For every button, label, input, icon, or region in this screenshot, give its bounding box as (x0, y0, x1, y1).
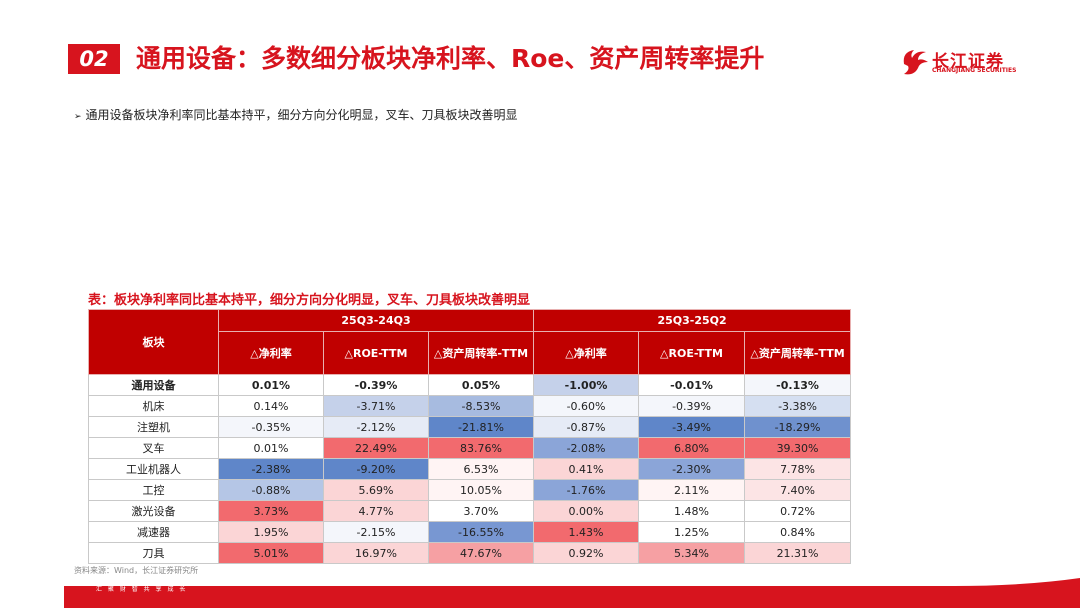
table-cell: 3.70% (427, 500, 535, 522)
section-number-badge: 02 (68, 44, 120, 74)
table-cell: 5.01% (218, 542, 324, 564)
table-cell: 47.67% (427, 542, 535, 564)
row-label: 工控 (88, 479, 219, 501)
table-cell: 21.31% (744, 542, 852, 564)
footer-bar (64, 577, 1080, 608)
table-cell: 39.30% (744, 437, 852, 459)
table-cell: -2.08% (533, 437, 640, 459)
table-cell: -3.38% (744, 395, 852, 417)
table-cell: 5.34% (638, 542, 746, 564)
table-row: 通用设备 0.01% -0.39% 0.05% -1.00% -0.01% -0.13% (88, 374, 852, 396)
row-label: 激光设备 (88, 500, 219, 522)
table-cell: 5.69% (323, 479, 429, 501)
table-cell: 6.53% (427, 458, 535, 480)
table-cell: -0.13% (744, 374, 852, 396)
table-cell: 3.73% (218, 500, 324, 522)
table-row: 工业机器人 -2.38% -9.20% 6.53% 0.41% -2.30% 7.78% (88, 458, 852, 480)
row-label: 工业机器人 (88, 458, 219, 480)
row-label: 机床 (88, 395, 219, 417)
table-cell: 83.76% (427, 437, 535, 459)
table-cell: -2.15% (323, 521, 429, 543)
table-cell: 0.00% (533, 500, 640, 522)
table-cell: -0.87% (533, 416, 640, 438)
table-row: 减速器 1.95% -2.15% -16.55% 1.43% 1.25% 0.84% (88, 521, 852, 543)
sub-header-3: △资产周转率-TTM (427, 331, 535, 375)
table-cell: -0.01% (638, 374, 746, 396)
table-cell: -2.30% (638, 458, 746, 480)
table-cell: -3.49% (638, 416, 746, 438)
bullet-text: 通用设备板块净利率同比基本持平，细分方向分化明显，叉车、刀具板块改善明显 (85, 108, 518, 122)
table-cell: -0.39% (638, 395, 746, 417)
col-header-period-2: 25Q3-25Q2 (533, 309, 852, 332)
bullet-point: ➢ 通用设备板块净利率同比基本持平，细分方向分化明显，叉车、刀具板块改善明显 (74, 106, 518, 123)
table-cell: 0.84% (744, 521, 852, 543)
table-row: 刀具 5.01% 16.97% 47.67% 0.92% 5.34% 21.31% (88, 542, 852, 564)
data-table: 板块 25Q3-24Q3 25Q3-25Q2 △净利率 △ROE-TTM △资产周转… (88, 309, 852, 564)
sub-header-1: △净利率 (218, 331, 324, 375)
row-label: 叉车 (88, 437, 219, 459)
table-cell: 0.05% (427, 374, 535, 396)
table-cell: 4.77% (323, 500, 429, 522)
company-logo: 长江证券 CHANGJIANG SECURITIES (900, 44, 1030, 78)
table-cell: 6.80% (638, 437, 746, 459)
footer-tagline: 汇 聚 财 智 共 享 成 长 (96, 586, 188, 593)
table-cell: -8.53% (427, 395, 535, 417)
row-label: 通用设备 (88, 374, 219, 396)
table-row: 激光设备 3.73% 4.77% 3.70% 0.00% 1.48% 0.72% (88, 500, 852, 522)
table-cell: -21.81% (427, 416, 535, 438)
bullet-arrow-icon: ➢ (74, 112, 82, 122)
table-title: 表：板块净利率同比基本持平，细分方向分化明显，叉车、刀具板块改善明显 (88, 293, 531, 308)
sub-header-5: △ROE-TTM (638, 331, 746, 375)
logo-text-cn: 长江证券 (932, 52, 1004, 72)
logo-text-en: CHANGJIANG SECURITIES (932, 67, 1017, 74)
table-row: 机床 0.14% -3.71% -8.53% -0.60% -0.39% -3.38% (88, 395, 852, 417)
table-cell: -2.38% (218, 458, 324, 480)
table-cell: 22.49% (323, 437, 429, 459)
table-cell: -1.00% (533, 374, 640, 396)
sub-header-4: △净利率 (533, 331, 640, 375)
table-cell: -0.35% (218, 416, 324, 438)
table-cell: 1.25% (638, 521, 746, 543)
table-row: 叉车 0.01% 22.49% 83.76% -2.08% 6.80% 39.30% (88, 437, 852, 459)
table-cell: -3.71% (323, 395, 429, 417)
table-cell: -1.76% (533, 479, 640, 501)
table-cell: 7.78% (744, 458, 852, 480)
table-cell: 0.01% (218, 374, 324, 396)
col-header-period-1: 25Q3-24Q3 (217, 309, 535, 332)
col-header-block: 板块 (88, 309, 219, 375)
table-cell: -0.60% (533, 395, 640, 417)
table-cell: -2.12% (323, 416, 429, 438)
table-cell: 1.43% (533, 521, 640, 543)
table-row: 工控 -0.88% 5.69% 10.05% -1.76% 2.11% 7.40% (88, 479, 852, 501)
table-cell: 0.92% (533, 542, 640, 564)
table-cell: 1.48% (638, 500, 746, 522)
table-cell: -0.88% (218, 479, 324, 501)
table-cell: 7.40% (744, 479, 852, 501)
logo-emblem-icon (903, 50, 928, 75)
table-cell: -9.20% (323, 458, 429, 480)
sub-header-6: △资产周转率-TTM (744, 331, 852, 375)
table-cell: 1.95% (218, 521, 324, 543)
row-label: 注塑机 (88, 416, 219, 438)
table-cell: 0.41% (533, 458, 640, 480)
table-row: 注塑机 -0.35% -2.12% -21.81% -0.87% -3.49% -18.29… (88, 416, 852, 438)
source-note: 资料来源：Wind，长江证券研究所 (74, 566, 199, 575)
table-cell: 0.14% (218, 395, 324, 417)
row-label: 刀具 (88, 542, 219, 564)
table-cell: 10.05% (427, 479, 535, 501)
row-label: 减速器 (88, 521, 219, 543)
sub-header-2: △ROE-TTM (323, 331, 429, 375)
table-cell: 0.01% (218, 437, 324, 459)
table-cell: 2.11% (638, 479, 746, 501)
table-cell: -16.55% (427, 521, 535, 543)
page-title: 通用设备：多数细分板块净利率、Roe、资产周转率提升 (136, 44, 765, 73)
table-cell: -0.39% (323, 374, 429, 396)
table-cell: -18.29% (744, 416, 852, 438)
table-cell: 16.97% (323, 542, 429, 564)
table-cell: 0.72% (744, 500, 852, 522)
